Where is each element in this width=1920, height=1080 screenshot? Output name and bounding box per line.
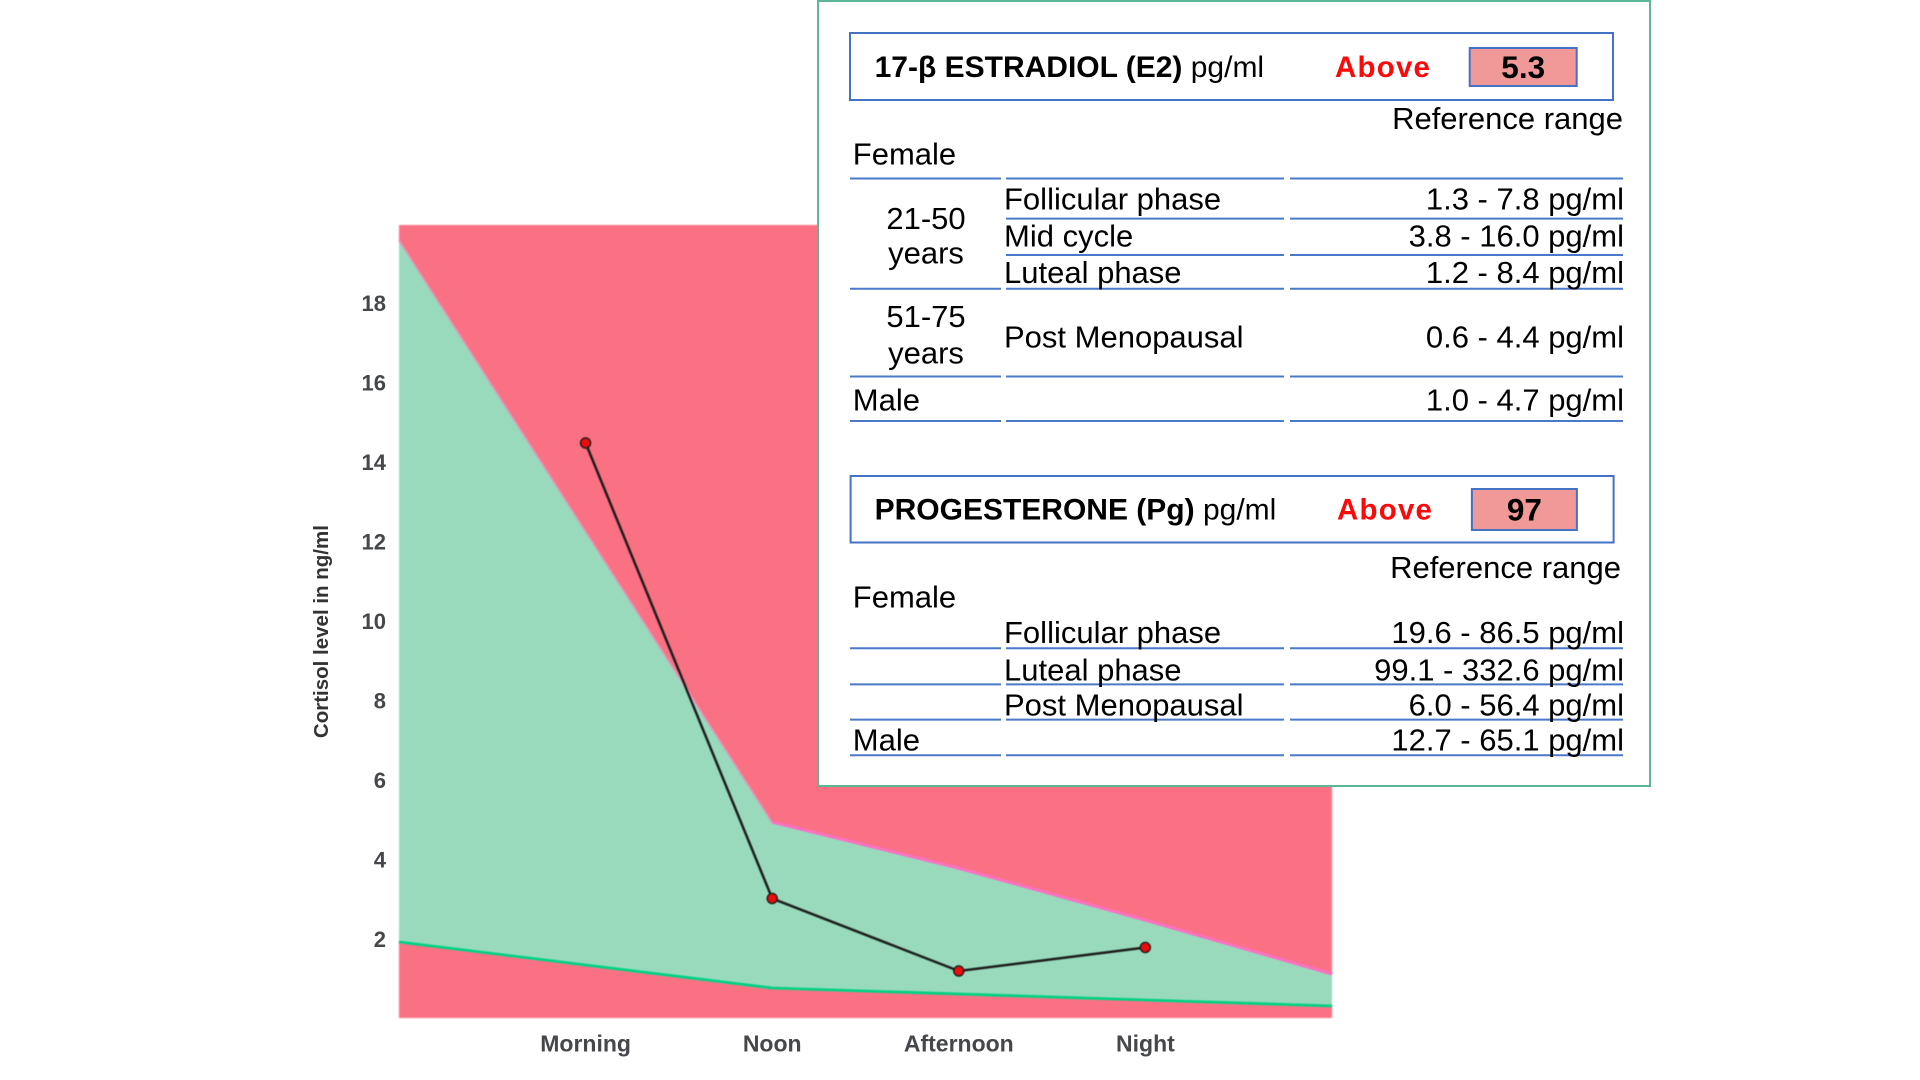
svg-text:21-50: 21-50 [886,201,965,236]
svg-text:12.7 - 65.1 pg/ml: 12.7 - 65.1 pg/ml [1391,723,1624,758]
svg-text:6: 6 [374,768,386,793]
svg-text:Morning: Morning [540,1030,631,1056]
svg-text:4: 4 [374,847,387,872]
svg-text:Reference range: Reference range [1392,101,1623,136]
svg-text:1.3 - 7.8 pg/ml: 1.3 - 7.8 pg/ml [1426,181,1624,216]
svg-text:18: 18 [362,291,386,316]
svg-text:Cortisol level in ng/ml: Cortisol level in ng/ml [310,525,333,738]
svg-text:Luteal phase: Luteal phase [1004,652,1182,687]
svg-text:years: years [888,335,964,370]
svg-text:Reference range: Reference range [1390,550,1621,585]
svg-text:Female: Female [853,137,956,172]
svg-text:Night: Night [1116,1030,1175,1056]
svg-text:6.0 - 56.4 pg/ml: 6.0 - 56.4 pg/ml [1409,687,1624,722]
svg-text:97: 97 [1507,492,1542,528]
svg-text:Noon: Noon [743,1030,802,1056]
svg-text:Male: Male [853,382,920,417]
svg-text:14: 14 [362,450,387,475]
svg-text:12: 12 [362,530,386,555]
svg-text:Follicular phase: Follicular phase [1004,615,1221,650]
svg-text:Post Menopausal: Post Menopausal [1004,687,1244,722]
svg-text:Male: Male [853,723,920,758]
svg-text:Above: Above [1337,494,1433,527]
svg-text:3.8 - 16.0 pg/ml: 3.8 - 16.0 pg/ml [1409,219,1624,254]
svg-text:Mid cycle: Mid cycle [1004,219,1133,254]
svg-text:17-β ESTRADIOL (E2) pg/ml: 17-β ESTRADIOL (E2) pg/ml [875,51,1265,84]
svg-text:99.1 - 332.6 pg/ml: 99.1 - 332.6 pg/ml [1374,652,1624,687]
svg-text:Luteal phase: Luteal phase [1004,255,1182,290]
svg-text:19.6 - 86.5 pg/ml: 19.6 - 86.5 pg/ml [1391,615,1624,650]
svg-text:0.6 - 4.4 pg/ml: 0.6 - 4.4 pg/ml [1426,320,1624,355]
svg-text:Female: Female [853,580,956,615]
svg-text:Above: Above [1335,51,1431,84]
svg-text:8: 8 [374,689,386,714]
svg-text:16: 16 [362,371,386,396]
svg-text:10: 10 [362,609,386,634]
svg-text:Afternoon: Afternoon [904,1030,1014,1056]
svg-text:Post Menopausal: Post Menopausal [1004,320,1244,355]
svg-text:1.0 - 4.7 pg/ml: 1.0 - 4.7 pg/ml [1426,382,1624,417]
svg-text:51-75: 51-75 [886,299,965,334]
svg-text:years: years [888,236,964,271]
svg-text:5.3: 5.3 [1501,49,1545,85]
svg-text:PROGESTERONE (Pg) pg/ml: PROGESTERONE (Pg) pg/ml [875,494,1277,527]
svg-text:1.2 - 8.4 pg/ml: 1.2 - 8.4 pg/ml [1426,255,1624,290]
svg-text:Follicular phase: Follicular phase [1004,181,1221,216]
svg-text:2: 2 [374,927,386,952]
